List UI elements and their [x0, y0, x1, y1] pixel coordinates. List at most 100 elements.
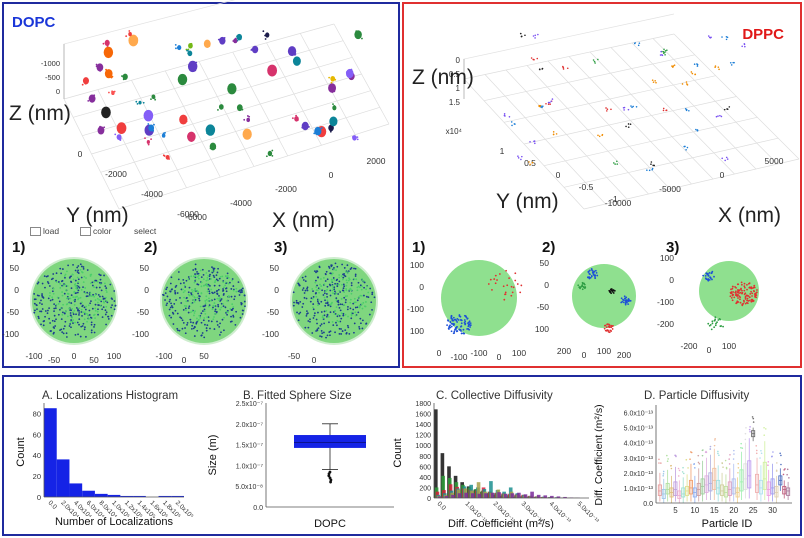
dppc-localization	[533, 58, 535, 61]
color-control[interactable]: color	[80, 226, 111, 237]
dppc-x-axis-label: X (nm)	[718, 204, 781, 227]
dopc-subplot-3-localization	[371, 308, 373, 311]
dopc-subplot-2-localization	[213, 284, 216, 287]
dopc-subplot-2-localization	[196, 329, 199, 332]
dopc-particle-cluster	[187, 131, 196, 142]
dppc-subplot-2-tick: 50	[540, 258, 550, 268]
dppc-subplot-1-localization	[460, 332, 463, 335]
dppc-subplot-1-localization	[494, 274, 497, 277]
chart-d-particle-diffusivity: 0.01.0x10⁻¹³2.0x10⁻¹³3.0x10⁻¹³4.0x10⁻¹³5…	[593, 404, 792, 530]
dopc-localization	[236, 35, 238, 38]
dopc-subplot-3-localization	[338, 280, 341, 283]
dopc-localization	[351, 136, 354, 138]
dopc-subplot-2-localization	[229, 307, 232, 310]
dppc-subplot-3-localization	[746, 301, 748, 304]
dopc-subplot-2-localization	[168, 308, 171, 311]
dopc-subplot-1-localization	[64, 310, 67, 313]
dppc-subplot-2-localization	[581, 288, 584, 291]
dopc-subplot-3-localization	[337, 293, 340, 295]
dppc-subplot-2-localization	[595, 271, 598, 274]
dopc-subplot-3-localization	[331, 272, 334, 275]
chart-d-y-tick: 0.0	[643, 501, 653, 508]
dopc-subplot-2-localization	[183, 284, 186, 287]
particle-outlier	[675, 455, 677, 458]
dppc-subplot-2-localization	[594, 275, 596, 278]
dopc-subplot-1-localization	[80, 288, 83, 291]
dopc-subplot-1-tick: -50	[7, 307, 20, 317]
dopc-subplot-3-localization	[354, 311, 357, 314]
dopc-subplot-2-localization	[211, 271, 214, 274]
particle-outlier	[682, 472, 685, 475]
dopc-subplot-3-localization	[301, 306, 304, 308]
dppc-localization	[616, 163, 619, 165]
particle-outlier	[714, 439, 716, 441]
dopc-subplot-3-localization	[356, 286, 359, 289]
dopc-subplot-3-localization	[299, 311, 302, 314]
dopc-subplot-3-localization	[363, 281, 366, 284]
dopc-subplot-1-localization	[87, 314, 89, 317]
dppc-subplot-3-localization	[715, 322, 717, 325]
dopc-subplot-3-localization	[358, 296, 360, 298]
dopc-subplot-2-localization	[214, 313, 217, 315]
dppc-subplot-3-localization	[748, 282, 751, 285]
dopc-subplot-1-localization	[63, 292, 66, 295]
load-control[interactable]: load	[30, 226, 59, 237]
dppc-subplot-2-localization	[596, 274, 599, 277]
dopc-subplot-3-localization	[344, 295, 347, 298]
dopc-localization	[147, 123, 150, 125]
dopc-localization	[164, 131, 166, 134]
histogram-bar	[56, 459, 70, 497]
diffusivity-bar	[530, 491, 534, 498]
dopc-localization	[313, 132, 316, 135]
dopc-subplot-3-localization	[311, 297, 314, 300]
dopc-particle-cluster	[97, 126, 105, 135]
dppc-subplot-2-localization	[588, 277, 591, 280]
select-control[interactable]: select	[134, 226, 156, 236]
dppc-grid-line	[463, 33, 675, 80]
dopc-subplot-2-localization	[165, 304, 168, 307]
dppc-localization	[533, 140, 536, 142]
chart-d-y-tick: 6.0x10⁻¹³	[624, 411, 654, 418]
dppc-localization	[696, 129, 699, 131]
dppc-subplot-3-localization	[740, 283, 743, 286]
dopc-subplot-2-localization	[214, 281, 216, 284]
dppc-localization	[503, 113, 506, 115]
dopc-subplot-3-localization	[340, 333, 343, 335]
chart-a-x-label: Number of Localizations	[55, 516, 174, 528]
particle-box	[723, 485, 728, 498]
dopc-localization	[250, 49, 253, 51]
dopc-subplot-2-localization	[227, 282, 230, 285]
dppc-subplot-3-localization	[743, 285, 746, 288]
dopc-subplot-3-localization	[329, 294, 332, 297]
dopc-subplot-2-localization	[239, 289, 241, 292]
dopc-subplot-1-localization	[51, 319, 54, 322]
chart-a-y-label: Count	[15, 437, 27, 466]
dopc-subplot-1-localization	[34, 309, 36, 312]
dopc-subplot-2-localization	[208, 270, 210, 272]
dopc-subplot-2-localization	[220, 302, 223, 305]
dopc-localization	[217, 109, 219, 111]
dppc-subplot-3-localization	[736, 291, 739, 294]
particle-outlier	[749, 430, 751, 433]
dppc-subplot-3-localization	[752, 289, 755, 292]
dopc-subplot-2-localization	[203, 310, 206, 313]
chart-b-y-tick: 0.0	[253, 505, 263, 512]
dopc-subplot-1-localization	[102, 297, 105, 300]
dppc-subplot-1-localization	[511, 291, 514, 294]
dopc-subplot-2-localization	[176, 292, 179, 294]
dopc-subplot-3-localization	[336, 300, 339, 303]
dopc-localization	[361, 37, 363, 40]
dopc-subplot-1-localization	[68, 302, 71, 305]
dopc-subplot-3-localization	[367, 291, 370, 294]
dopc-subplot-1-localization	[44, 286, 46, 289]
dppc-localization	[605, 110, 608, 112]
dopc-subplot-2-localization	[185, 300, 188, 303]
dopc-subplot-3-localization	[358, 326, 361, 328]
dppc-localization	[597, 134, 599, 137]
dopc-z-tick: -1000	[41, 59, 60, 68]
dopc-localization	[95, 63, 98, 66]
dopc-localization	[123, 128, 126, 130]
diffusivity-bar	[543, 495, 548, 498]
dopc-subplot-2-localization	[164, 299, 166, 301]
dppc-subplot-1-localization	[510, 294, 513, 297]
